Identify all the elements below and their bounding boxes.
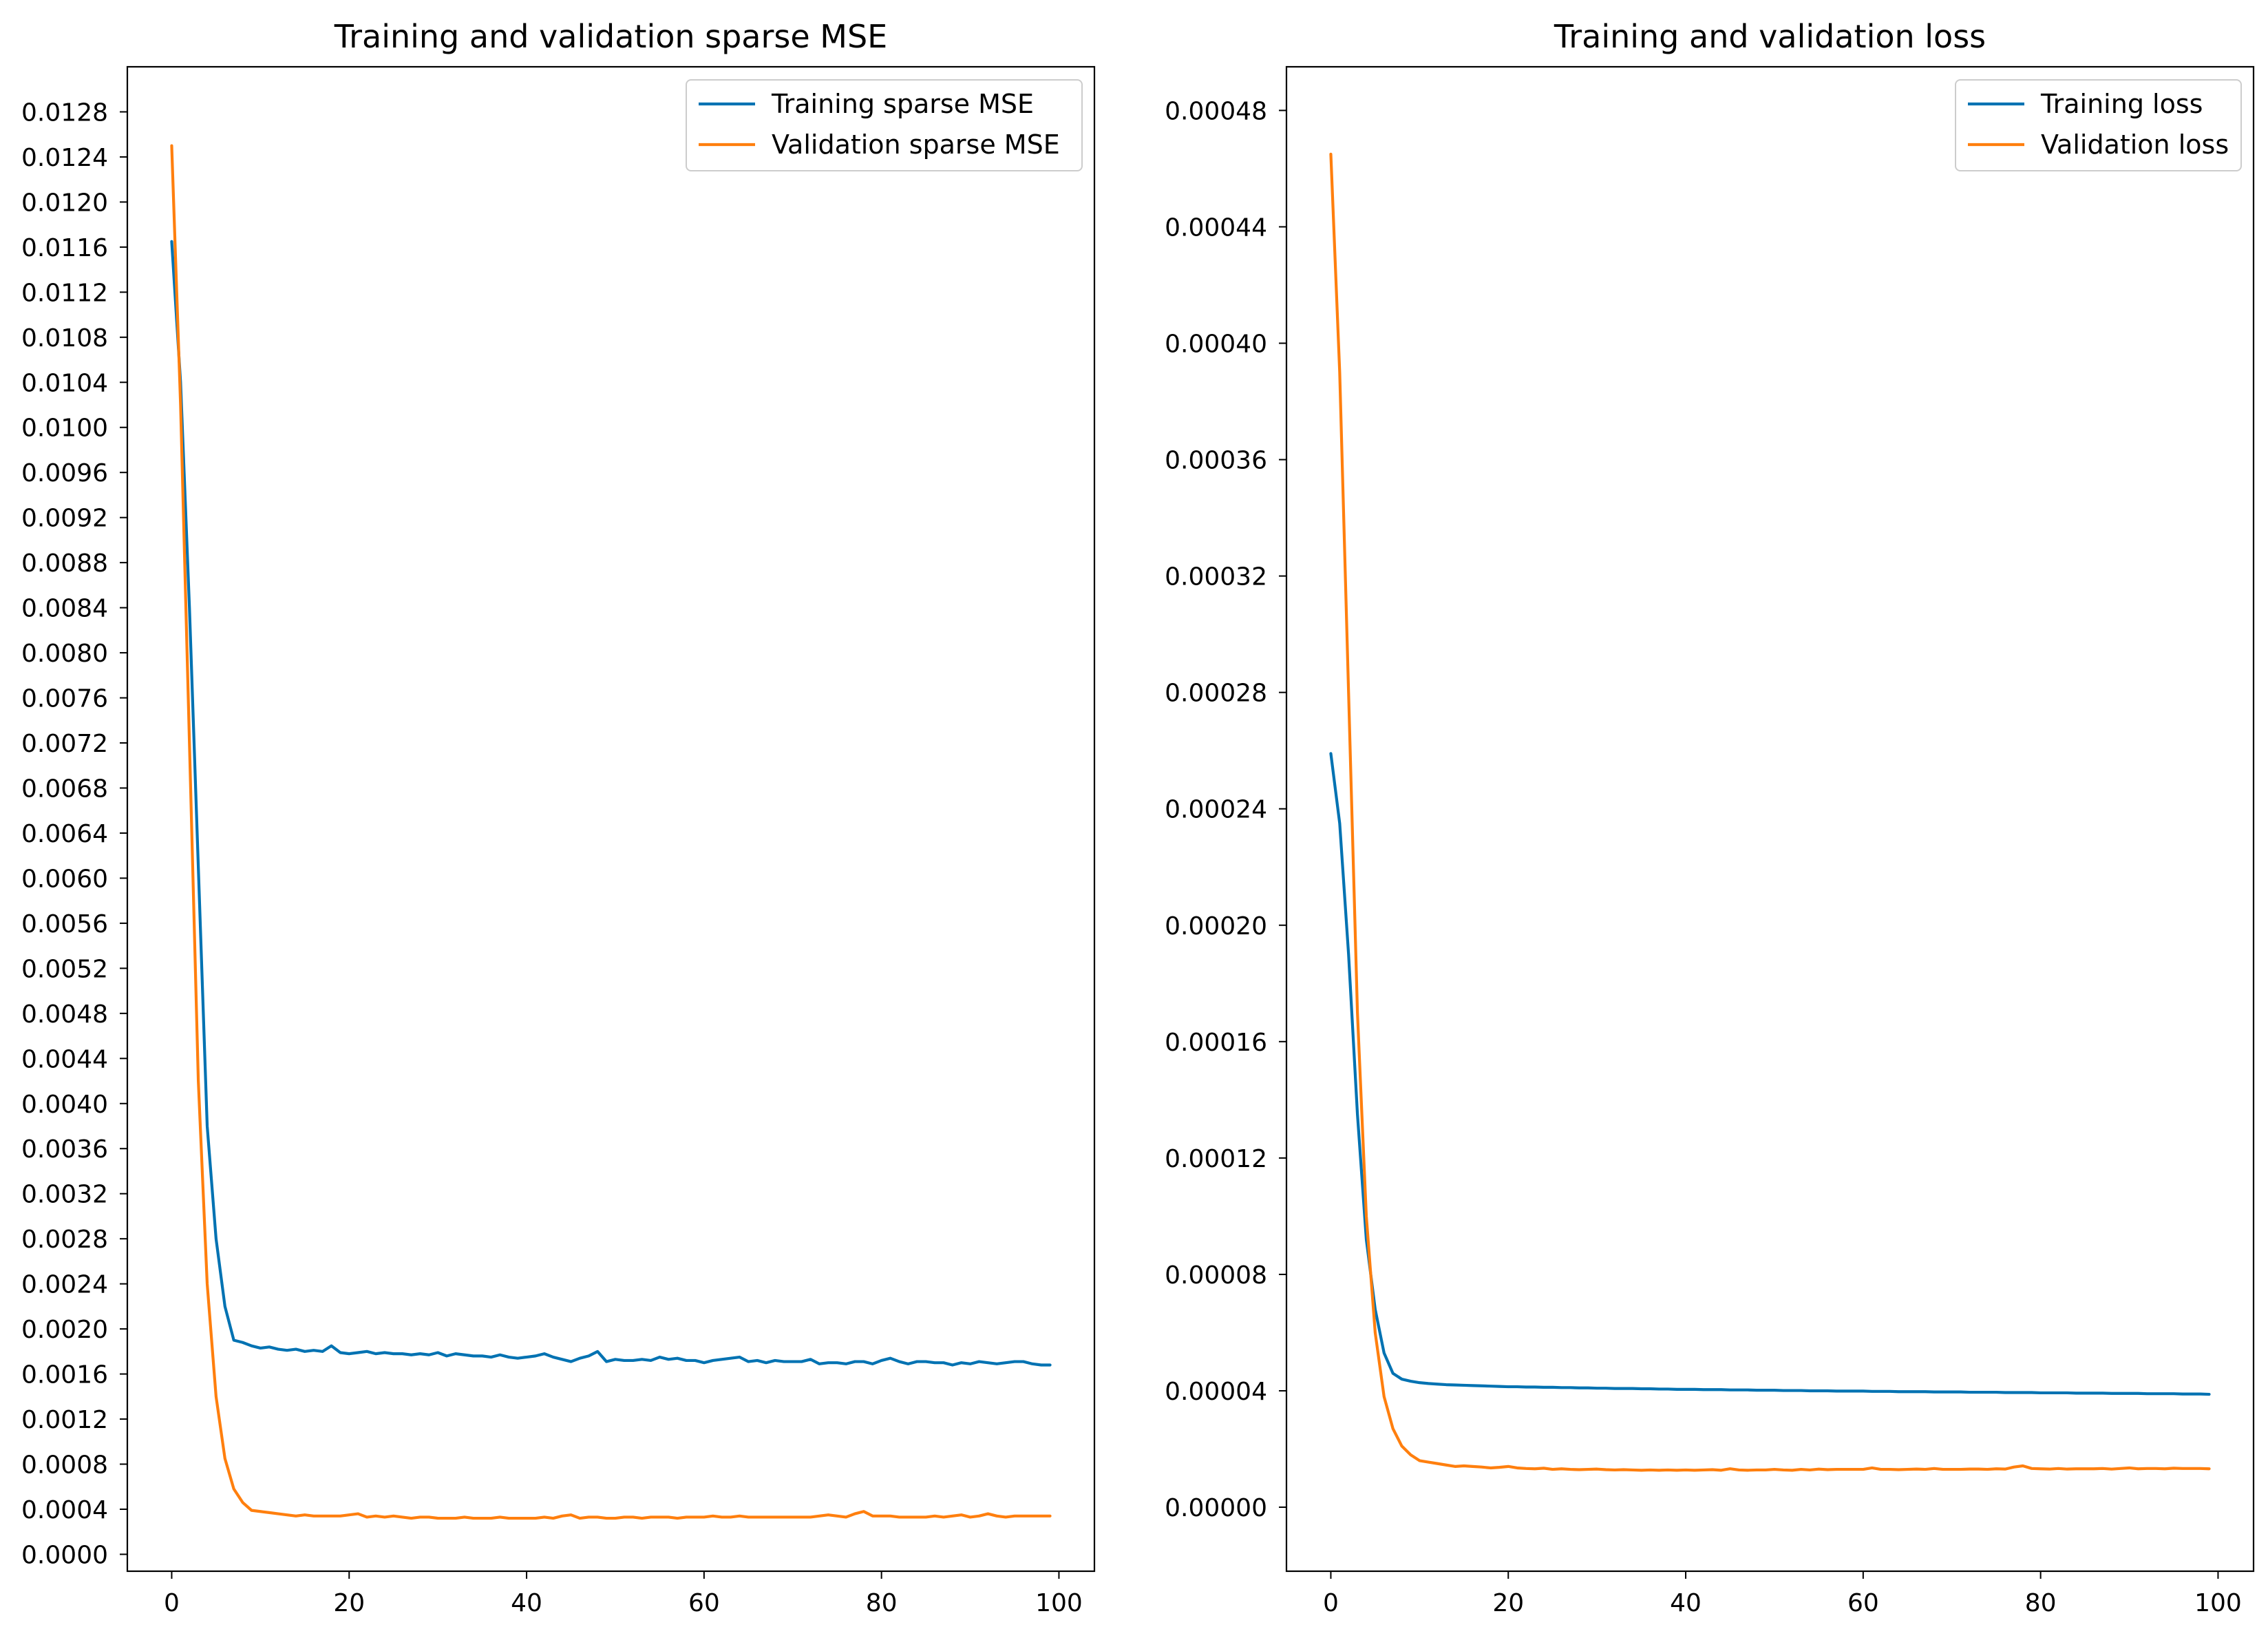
y-tick-label: 0.0040 bbox=[21, 1091, 108, 1119]
series-line-validation bbox=[1329, 152, 2211, 1472]
x-tick-label: 60 bbox=[1847, 1589, 1879, 1617]
x-tick-label: 100 bbox=[1035, 1589, 1083, 1617]
y-tick-label: 0.0072 bbox=[21, 730, 108, 758]
x-tick-label: 40 bbox=[511, 1589, 542, 1617]
plot-sparse-mse: Training and validation sparse MSE 0.0000… bbox=[21, 18, 1096, 1617]
x-tick-label: 0 bbox=[1323, 1589, 1339, 1617]
y-tick-label: 0.0116 bbox=[21, 234, 108, 262]
y-tick-label: 0.0020 bbox=[21, 1316, 108, 1344]
y-tick-label: 0.00016 bbox=[1165, 1029, 1267, 1057]
y-tick-label: 0.0004 bbox=[21, 1496, 108, 1524]
y-tick-label: 0.0128 bbox=[21, 98, 108, 127]
y-tick-label: 0.00048 bbox=[1165, 97, 1267, 125]
y-tick-label: 0.00032 bbox=[1165, 563, 1267, 591]
y-tick-label: 0.00044 bbox=[1165, 213, 1267, 242]
legend-box bbox=[1955, 79, 2242, 171]
y-tick-label: 0.00008 bbox=[1165, 1261, 1267, 1290]
y-tick-label: 0.0032 bbox=[21, 1181, 108, 1209]
y-tick-label: 0.0104 bbox=[21, 369, 108, 397]
y-tick-label: 0.0000 bbox=[21, 1541, 108, 1569]
x-tick-label: 40 bbox=[1670, 1589, 1702, 1617]
y-tick-label: 0.00040 bbox=[1165, 330, 1267, 358]
y-tick-label: 0.0092 bbox=[21, 505, 108, 533]
y-tick-label: 0.00004 bbox=[1165, 1378, 1267, 1406]
legend-label: Validation sparse MSE bbox=[772, 129, 1060, 160]
y-tick-label: 0.0120 bbox=[21, 189, 108, 217]
plot-loss: Training and validation loss 0.00000 0.000… bbox=[1165, 18, 2255, 1617]
series-line-training bbox=[1329, 752, 2211, 1396]
y-tick-label: 0.0060 bbox=[21, 865, 108, 893]
legend-label: Training sparse MSE bbox=[771, 89, 1034, 119]
axes-frame bbox=[126, 65, 1096, 1573]
y-tick-label: 0.0036 bbox=[21, 1135, 108, 1164]
x-tick-label: 0 bbox=[164, 1589, 180, 1617]
y-tick-label: 0.0028 bbox=[21, 1226, 108, 1254]
y-tick-label: 0.00028 bbox=[1165, 680, 1267, 708]
y-tick-label: 0.0024 bbox=[21, 1271, 108, 1299]
x-tick-label: 60 bbox=[688, 1589, 720, 1617]
series-line-training bbox=[170, 240, 1052, 1367]
y-tick-label: 0.0080 bbox=[21, 640, 108, 668]
y-tick-label: 0.0124 bbox=[21, 144, 108, 172]
y-tick-label: 0.00024 bbox=[1165, 796, 1267, 824]
y-tick-label: 0.0096 bbox=[21, 459, 108, 487]
y-tick-label: 0.0008 bbox=[21, 1451, 108, 1480]
x-tick-label: 20 bbox=[1492, 1589, 1524, 1617]
y-tick-label: 0.00012 bbox=[1165, 1145, 1267, 1173]
y-tick-label: 0.0100 bbox=[21, 414, 108, 443]
chart-title: Training and validation sparse MSE bbox=[334, 18, 888, 55]
x-tick-label: 80 bbox=[2025, 1589, 2057, 1617]
y-tick-label: 0.0012 bbox=[21, 1406, 108, 1434]
y-tick-label: 0.0056 bbox=[21, 910, 108, 938]
y-tick-label: 0.0068 bbox=[21, 775, 108, 803]
x-tick-label: 80 bbox=[866, 1589, 898, 1617]
y-tick-label: 0.0088 bbox=[21, 549, 108, 578]
y-tick-label: 0.0108 bbox=[21, 324, 108, 353]
y-tick-label: 0.0084 bbox=[21, 595, 108, 623]
y-tick-label: 0.00000 bbox=[1165, 1494, 1267, 1522]
y-tick-label: 0.0112 bbox=[21, 279, 108, 307]
y-tick-label: 0.0044 bbox=[21, 1045, 108, 1073]
y-tick-label: 0.0064 bbox=[21, 820, 108, 848]
x-tick-label: 100 bbox=[2194, 1589, 2242, 1617]
axes-frame bbox=[1285, 65, 2255, 1573]
legend-box bbox=[686, 79, 1083, 171]
y-tick-label: 0.0076 bbox=[21, 685, 108, 713]
y-tick-label: 0.0052 bbox=[21, 955, 108, 983]
y-tick-label: 0.00036 bbox=[1165, 447, 1267, 475]
y-tick-label: 0.00020 bbox=[1165, 912, 1267, 941]
legend-label: Validation loss bbox=[2041, 129, 2229, 160]
chart-title: Training and validation loss bbox=[1554, 18, 1986, 55]
y-tick-label: 0.0048 bbox=[21, 1000, 108, 1029]
x-tick-label: 20 bbox=[333, 1589, 365, 1617]
legend-label: Training loss bbox=[2040, 89, 2203, 119]
y-tick-label: 0.0016 bbox=[21, 1361, 108, 1389]
series-line-validation bbox=[170, 144, 1052, 1520]
